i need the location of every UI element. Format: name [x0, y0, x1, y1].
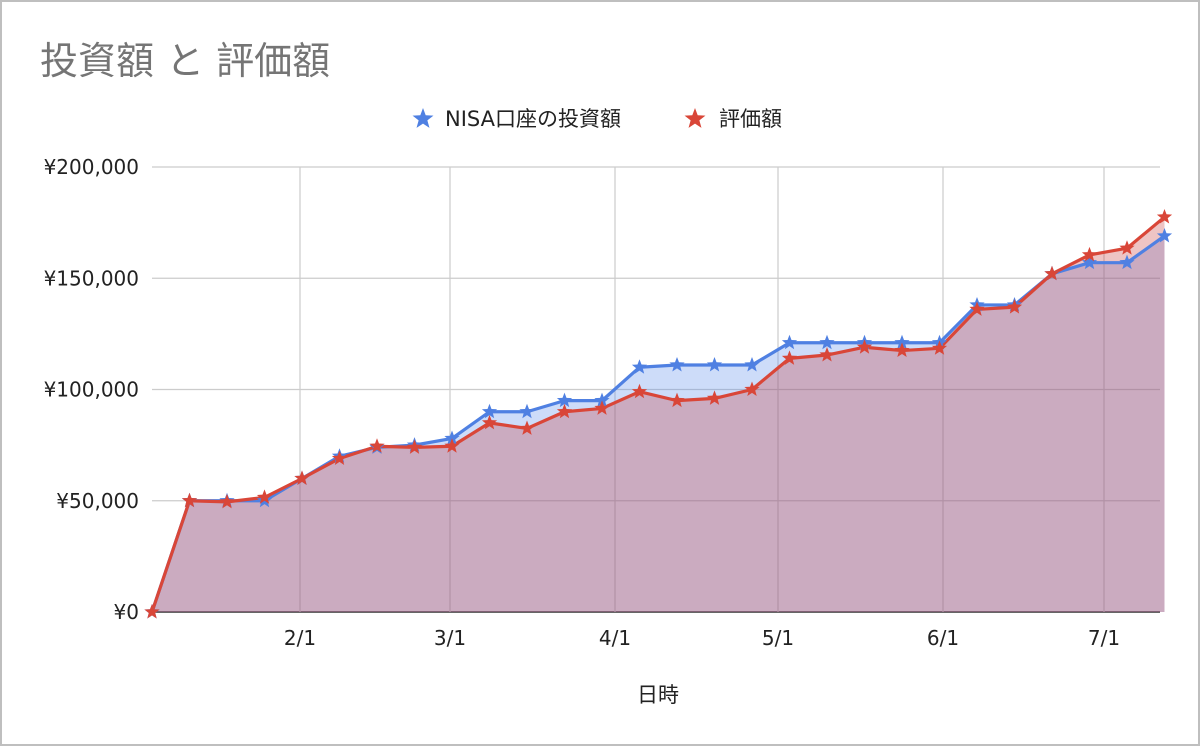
data-point-valuation[interactable]: [706, 390, 723, 405]
legend-label-investment: NISA口座の投資額: [445, 107, 621, 131]
data-point-valuation[interactable]: [256, 489, 273, 504]
data-point-valuation[interactable]: [594, 400, 610, 415]
data-point-investment[interactable]: [894, 334, 910, 350]
data-point-valuation[interactable]: [181, 492, 198, 508]
x-tick-label: 4/1: [599, 626, 631, 650]
data-point-valuation[interactable]: [969, 301, 985, 316]
x-tick-label: 3/1: [434, 626, 466, 650]
data-point-valuation[interactable]: [556, 403, 573, 419]
series-line-valuation: [150, 215, 1166, 613]
data-point-valuation[interactable]: [856, 339, 873, 354]
data-point-valuation[interactable]: [931, 340, 948, 355]
data-point-valuation[interactable]: [406, 439, 423, 454]
data-point-valuation[interactable]: [294, 470, 310, 485]
data-point-investment[interactable]: [1119, 254, 1135, 270]
area-fills: [152, 217, 1165, 613]
data-point-investment[interactable]: [444, 430, 460, 445]
x-tick-label: 6/1: [927, 626, 959, 650]
data-point-valuation[interactable]: [144, 604, 160, 619]
data-point-valuation[interactable]: [1119, 240, 1135, 255]
data-point-valuation[interactable]: [444, 438, 460, 453]
y-tick-label: ¥150,000: [44, 266, 139, 290]
data-point-investment[interactable]: [1156, 227, 1173, 243]
data-point-valuation[interactable]: [819, 347, 835, 362]
data-point-valuation[interactable]: [519, 420, 535, 435]
y-tick-label: ¥0: [114, 600, 139, 624]
data-point-valuation[interactable]: [744, 381, 760, 396]
series-markers: [144, 209, 1173, 619]
data-point-valuation[interactable]: [894, 342, 910, 358]
legend-label-valuation: 評価額: [719, 107, 782, 131]
data-point-valuation[interactable]: [1044, 265, 1060, 281]
data-point-valuation[interactable]: [331, 450, 348, 465]
data-point-investment[interactable]: [594, 392, 610, 408]
data-point-investment[interactable]: [781, 334, 798, 350]
data-point-valuation[interactable]: [481, 414, 498, 430]
x-tick-label: 2/1: [284, 626, 316, 650]
data-point-investment[interactable]: [1081, 254, 1098, 270]
data-point-investment[interactable]: [819, 334, 835, 350]
legend-star-icon-valuation: [684, 108, 706, 128]
legend-item-valuation[interactable]: 評価額: [684, 107, 782, 131]
data-point-investment[interactable]: [744, 357, 760, 372]
x-tick-label: 7/1: [1088, 626, 1120, 650]
data-point-valuation[interactable]: [669, 392, 685, 408]
data-point-investment[interactable]: [556, 392, 573, 408]
data-point-valuation[interactable]: [1006, 299, 1023, 314]
data-point-valuation[interactable]: [219, 493, 235, 509]
y-tick-label: ¥50,000: [56, 489, 139, 513]
data-point-investment[interactable]: [706, 357, 723, 372]
data-point-valuation[interactable]: [1081, 246, 1098, 262]
x-axis-title: 日時: [637, 683, 679, 707]
y-tick-label: ¥200,000: [44, 155, 139, 179]
y-axis-tick-labels: ¥0 ¥50,000 ¥100,000 ¥150,000 ¥200,000: [44, 155, 139, 624]
data-point-valuation[interactable]: [631, 383, 648, 399]
series-area-investment: [152, 235, 1165, 613]
series-lines: [150, 215, 1166, 613]
chart-legend: NISA口座の投資額 評価額: [412, 107, 782, 131]
chart-title: 投資額 と 評価額: [40, 39, 330, 83]
x-tick-label: 5/1: [762, 626, 794, 650]
y-tick-label: ¥100,000: [44, 378, 139, 402]
data-point-investment[interactable]: [631, 359, 648, 374]
data-point-valuation[interactable]: [781, 350, 798, 365]
legend-star-icon-investment: [412, 108, 434, 128]
data-point-valuation[interactable]: [369, 438, 385, 453]
x-axis-tick-labels: 2/1 3/1 4/1 5/1 6/1 7/1: [284, 626, 1120, 650]
series-area-valuation: [152, 217, 1165, 612]
data-point-investment[interactable]: [519, 403, 535, 419]
data-point-investment[interactable]: [481, 403, 498, 419]
grid-lines: [152, 166, 1160, 613]
data-point-investment[interactable]: [669, 357, 685, 372]
data-point-valuation[interactable]: [1156, 209, 1173, 224]
legend-item-investment[interactable]: NISA口座の投資額: [412, 107, 621, 131]
